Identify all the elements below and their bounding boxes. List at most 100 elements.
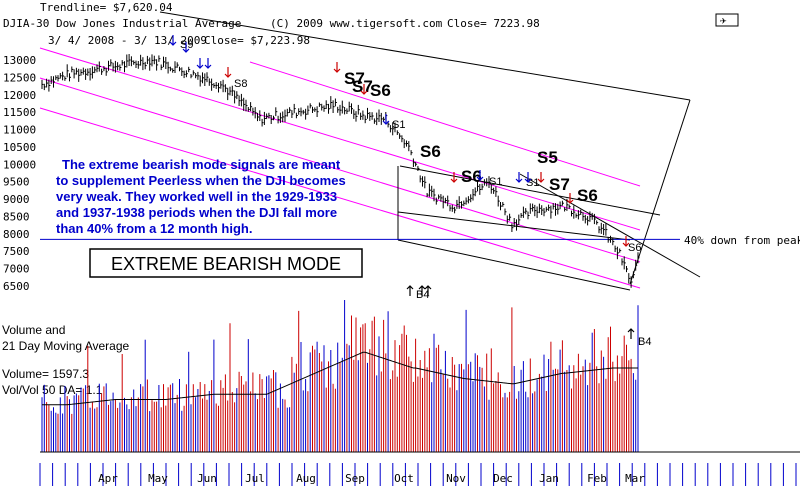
trend-line	[397, 239, 631, 291]
sell-arrow-icon	[476, 170, 484, 181]
annotation-line-4: and 1937-1938 periods when the DJI fall …	[56, 205, 337, 220]
y-tick-label: 10000	[3, 158, 36, 171]
y-tick-label: 6500	[3, 280, 30, 293]
close-label: Close= 7223.98	[447, 17, 540, 30]
sell-arrow-icon	[450, 172, 458, 183]
trendline-label: Trendline= $7,620.04	[40, 1, 173, 14]
date-range-label: 3/ 4/ 2008 - 3/ 13/ 2009	[48, 34, 207, 47]
ticker-label: DJIA-30 Dow Jones Industrial Average	[3, 17, 241, 30]
sell-arrow-icon	[169, 35, 177, 46]
annotation-line-5: than 40% from a 12 month high.	[56, 221, 252, 236]
signal-s9: S9	[180, 39, 193, 51]
signal-s6-e: S6	[628, 242, 641, 254]
x-tick-label: Apr	[98, 472, 118, 485]
y-tick-label: 8500	[3, 211, 30, 224]
buy-arrow-icon	[406, 285, 414, 296]
sell-arrow-icon	[182, 42, 190, 53]
trend-line	[629, 99, 691, 285]
svg-text:✈: ✈	[720, 14, 727, 27]
volume-bars	[41, 300, 639, 452]
y-tick-label: 9000	[3, 193, 30, 206]
y-axis: 13000 12500 12000 11500 11000 10500 10000 9500 9…	[3, 54, 36, 293]
volume-value: Volume= 1597.3	[2, 367, 89, 381]
signal-s7-a: S7	[344, 69, 365, 88]
close2-label: Close= $7,223.98	[204, 34, 310, 47]
volume-moving-average	[42, 351, 638, 406]
signal-s6-d: S6	[577, 186, 598, 205]
signal-s7-b: S7	[352, 77, 373, 96]
signal-s6-b: S6	[420, 142, 441, 161]
y-tick-label: 11500	[3, 106, 36, 119]
sell-arrow-icon	[204, 58, 212, 69]
channel-line	[39, 107, 641, 289]
extreme-bearish-mode-box: EXTREME BEARISH MODE	[89, 248, 363, 278]
sell-arrow-icon	[224, 67, 232, 78]
x-tick-label: Aug	[296, 472, 316, 485]
y-tick-label: 7000	[3, 263, 30, 276]
buy-arrow-icon	[418, 285, 426, 296]
x-tick-label: Sep	[345, 472, 365, 485]
signal-s1-a: S1	[392, 119, 405, 131]
signal-b4-a: B4	[416, 289, 429, 301]
y-tick-label: 12500	[3, 71, 36, 84]
sell-arrow-icon	[360, 84, 368, 95]
trend-line	[519, 173, 701, 278]
signal-s8: S8	[234, 78, 247, 90]
volume-ratio: Vol/Vol 50 DA= 1.1	[2, 383, 103, 397]
x-tick-label: Dec	[493, 472, 513, 485]
sell-arrow-icon	[566, 193, 574, 204]
volume-title-1: Volume and	[2, 323, 65, 337]
buy-arrow-icon	[424, 285, 432, 296]
annotation-line-1: The extreme bearish mode signals are mea…	[62, 157, 341, 172]
channel-line	[39, 77, 641, 263]
trend-line	[399, 165, 661, 216]
sell-arrow-icon	[537, 172, 545, 183]
signal-b4-b: B4	[638, 336, 651, 348]
x-tick-label: Oct	[394, 472, 414, 485]
svg-text:EXTREME BEARISH MODE: EXTREME BEARISH MODE	[111, 254, 341, 274]
signal-arrows	[169, 35, 635, 339]
trend-line	[159, 11, 691, 101]
x-tick-label: Jul	[245, 472, 265, 485]
channel-line	[249, 61, 641, 187]
signal-s1-b: S1	[489, 176, 502, 188]
price-bars	[41, 54, 640, 288]
y-tick-label: 10500	[3, 141, 36, 154]
signal-s7-c: S7	[549, 175, 570, 194]
y-tick-label: 13000	[3, 54, 36, 67]
x-tick-label: Jan	[539, 472, 559, 485]
x-tick-label: May	[148, 472, 168, 485]
x-tick-label: Mar	[625, 472, 645, 485]
logo-icon: ✈	[715, 13, 739, 27]
y-tick-label: 7500	[3, 245, 30, 258]
y-tick-label: 8000	[3, 228, 30, 241]
signal-s6-a: S6	[370, 81, 391, 100]
channel-lines	[39, 47, 641, 289]
copyright-label: (C) 2009 www.tigersoft.com	[270, 17, 443, 30]
sell-arrow-icon	[333, 62, 341, 73]
annotation-line-3: very weak. They worked well in the 1929-…	[56, 189, 337, 204]
y-tick-label: 11000	[3, 124, 36, 137]
sell-arrow-icon	[196, 58, 204, 69]
volume-title-2: 21 Day Moving Average	[2, 339, 130, 353]
signal-markers: S7 S7 S6 S6 S6 S5 S7 S6 S8 S1 S1 S1 S9 S…	[180, 39, 651, 348]
signal-s5: S5	[537, 148, 558, 167]
signal-s6-c: S6	[461, 167, 482, 186]
x-tick-label: Feb	[587, 472, 607, 485]
x-axis: Apr May Jun Jul Aug Sep Oct Nov Dec Jan Feb Mar	[39, 463, 797, 486]
channel-line	[39, 47, 641, 231]
sell-arrow-icon	[515, 172, 523, 183]
x-tick-label: Nov	[446, 472, 466, 485]
sell-arrow-icon	[382, 114, 390, 125]
annotation-block: The extreme bearish mode signals are mea…	[56, 157, 346, 236]
y-tick-label: 12000	[3, 89, 36, 102]
buy-arrow-icon	[627, 328, 635, 339]
x-tick-label: Jun	[197, 472, 217, 485]
forty-percent-label: 40% down from peak	[684, 234, 800, 247]
sell-arrow-icon	[622, 236, 630, 247]
y-tick-label: 9500	[3, 176, 30, 189]
annotation-line-2: to supplement Peerless when the DJI beco…	[56, 173, 346, 188]
sell-arrow-icon	[524, 172, 532, 183]
